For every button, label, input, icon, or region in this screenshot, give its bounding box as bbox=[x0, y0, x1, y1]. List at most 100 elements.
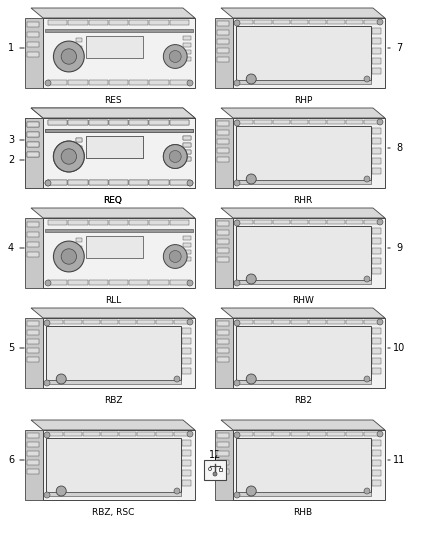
Bar bbox=[372, 348, 381, 354]
Text: 6: 6 bbox=[8, 455, 14, 465]
Bar bbox=[217, 357, 229, 362]
Bar bbox=[48, 120, 67, 125]
Bar bbox=[170, 220, 189, 225]
Bar bbox=[372, 158, 381, 164]
Bar bbox=[372, 248, 381, 254]
Circle shape bbox=[45, 180, 51, 186]
Bar bbox=[291, 120, 308, 124]
Circle shape bbox=[208, 467, 212, 471]
Bar bbox=[27, 22, 39, 27]
Text: RLL: RLL bbox=[105, 296, 121, 305]
Circle shape bbox=[234, 320, 240, 326]
Bar bbox=[372, 358, 381, 364]
Bar bbox=[27, 330, 39, 335]
Bar bbox=[27, 52, 39, 57]
Polygon shape bbox=[43, 118, 195, 188]
Bar bbox=[85, 136, 143, 158]
Circle shape bbox=[364, 76, 370, 82]
Bar bbox=[182, 450, 191, 456]
Bar bbox=[236, 20, 253, 24]
Bar bbox=[236, 326, 371, 380]
Bar bbox=[77, 38, 82, 42]
Bar bbox=[77, 238, 82, 242]
Bar bbox=[183, 150, 191, 154]
Circle shape bbox=[246, 274, 256, 284]
Bar bbox=[372, 128, 381, 134]
Bar bbox=[182, 338, 191, 344]
Bar bbox=[182, 440, 191, 446]
Bar bbox=[236, 120, 253, 124]
Bar bbox=[217, 30, 229, 35]
Bar bbox=[364, 20, 381, 24]
Bar bbox=[183, 136, 191, 140]
Bar bbox=[254, 20, 272, 24]
Bar bbox=[183, 157, 191, 161]
Bar bbox=[46, 380, 181, 384]
Bar bbox=[364, 220, 381, 224]
Bar bbox=[129, 120, 148, 125]
Bar bbox=[219, 468, 222, 471]
Bar bbox=[85, 236, 143, 259]
Text: REQ: REQ bbox=[103, 196, 123, 205]
Circle shape bbox=[246, 174, 256, 184]
Circle shape bbox=[187, 280, 193, 286]
Polygon shape bbox=[233, 218, 385, 288]
Bar bbox=[291, 20, 308, 24]
Circle shape bbox=[364, 376, 370, 382]
Polygon shape bbox=[233, 18, 385, 88]
Text: 3: 3 bbox=[8, 135, 14, 145]
Bar bbox=[149, 220, 169, 225]
Text: 9: 9 bbox=[396, 243, 402, 253]
Bar bbox=[217, 339, 229, 344]
Bar bbox=[372, 460, 381, 466]
Bar bbox=[77, 54, 82, 58]
Bar bbox=[27, 32, 39, 37]
Bar bbox=[109, 20, 128, 25]
Bar bbox=[217, 157, 229, 162]
Text: REQ: REQ bbox=[103, 196, 123, 205]
Bar bbox=[129, 80, 148, 85]
Circle shape bbox=[45, 280, 51, 286]
Bar bbox=[183, 36, 191, 40]
Polygon shape bbox=[43, 18, 195, 88]
Bar bbox=[27, 222, 39, 227]
Circle shape bbox=[61, 49, 77, 64]
Bar bbox=[27, 132, 39, 137]
Bar bbox=[109, 80, 128, 85]
Bar bbox=[217, 21, 229, 26]
Bar bbox=[129, 120, 148, 125]
Bar bbox=[309, 220, 326, 224]
Bar bbox=[77, 138, 82, 142]
Bar bbox=[217, 130, 229, 135]
Polygon shape bbox=[31, 8, 195, 18]
Bar bbox=[170, 20, 189, 25]
Bar bbox=[109, 180, 128, 185]
Bar bbox=[182, 460, 191, 466]
Bar bbox=[88, 120, 108, 125]
Bar bbox=[272, 220, 290, 224]
Circle shape bbox=[234, 492, 240, 498]
Bar bbox=[236, 438, 371, 492]
Bar bbox=[182, 470, 191, 476]
Circle shape bbox=[246, 74, 256, 84]
Circle shape bbox=[45, 180, 51, 186]
Bar bbox=[149, 180, 169, 185]
Bar bbox=[204, 460, 226, 480]
Bar bbox=[217, 230, 229, 235]
Circle shape bbox=[163, 144, 187, 168]
Text: 11: 11 bbox=[393, 455, 405, 465]
Bar bbox=[372, 138, 381, 144]
Polygon shape bbox=[25, 430, 43, 500]
Bar bbox=[129, 20, 148, 25]
Bar bbox=[372, 258, 381, 264]
Polygon shape bbox=[25, 318, 43, 388]
Circle shape bbox=[174, 488, 180, 494]
Text: RHR: RHR bbox=[293, 196, 313, 205]
Bar bbox=[77, 46, 82, 50]
Bar bbox=[183, 143, 191, 147]
Bar bbox=[27, 122, 39, 127]
Bar bbox=[27, 469, 39, 474]
Bar bbox=[77, 254, 82, 258]
Bar bbox=[309, 320, 326, 324]
Polygon shape bbox=[31, 308, 195, 318]
